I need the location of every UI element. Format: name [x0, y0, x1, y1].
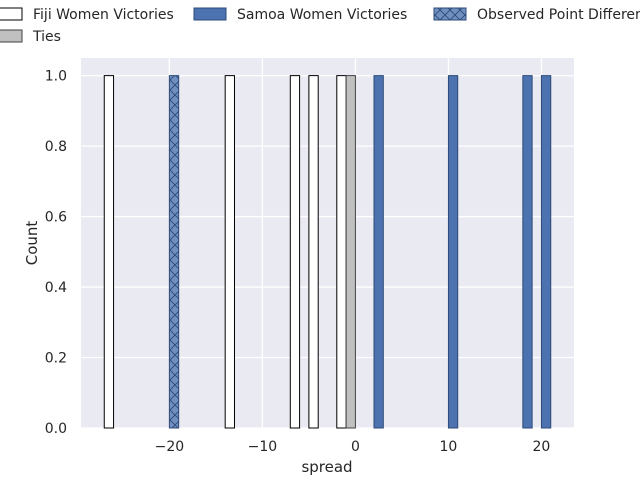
legend-label: Observed Point Difference: [477, 7, 640, 23]
histogram-bar: [168, 75, 180, 429]
legend-swatch: [193, 7, 227, 21]
y-tick-label: 0.6: [45, 210, 67, 226]
histogram-bar: [345, 75, 356, 429]
x-tick-labels: −20 −10 0 10 20: [155, 439, 551, 455]
x-tick-label: −20: [155, 439, 185, 455]
legend-entry: Fiji Women Victories: [0, 7, 174, 23]
y-tick-labels: 0.0 0.2 0.4 0.6 0.8 1.0: [45, 69, 67, 437]
x-tick-label: 10: [440, 439, 458, 455]
histogram-bar: [224, 75, 235, 429]
histogram-bar: [289, 75, 301, 429]
y-tick-label: 0.8: [45, 139, 67, 155]
histogram-bar: [103, 75, 115, 429]
y-tick-label: 1.0: [45, 69, 67, 85]
legend-entry: Samoa Women Victories: [193, 7, 407, 23]
x-tick-label: 20: [533, 439, 551, 455]
legend-label: Fiji Women Victories: [33, 7, 174, 23]
legend-swatch: [0, 29, 23, 43]
y-tick-label: 0.4: [45, 280, 67, 296]
x-axis-label: spread: [301, 458, 352, 476]
x-tick-label: −10: [248, 439, 278, 455]
histogram-bar: [308, 75, 319, 429]
y-axis-label: Count: [23, 221, 41, 266]
histogram-bar: [522, 75, 533, 429]
legend-entry: Ties: [0, 29, 61, 45]
legend: Fiji Women Victories Samoa Women Victorie…: [0, 7, 640, 45]
y-tick-label: 0.2: [45, 351, 67, 367]
legend-label: Ties: [32, 29, 61, 45]
histogram-bar: [447, 75, 459, 429]
histogram-bar: [373, 75, 384, 429]
histogram-bar: [540, 75, 552, 429]
legend-label: Samoa Women Victories: [237, 7, 407, 23]
histogram-bar: [336, 75, 347, 429]
legend-swatch: [0, 7, 23, 21]
bars-layer: [103, 75, 552, 429]
x-tick-label: 0: [351, 439, 360, 455]
legend-swatch: [433, 7, 467, 21]
plot-background: [81, 58, 574, 428]
legend-entry: Observed Point Difference: [433, 7, 640, 23]
y-tick-label: 0.0: [45, 421, 67, 437]
